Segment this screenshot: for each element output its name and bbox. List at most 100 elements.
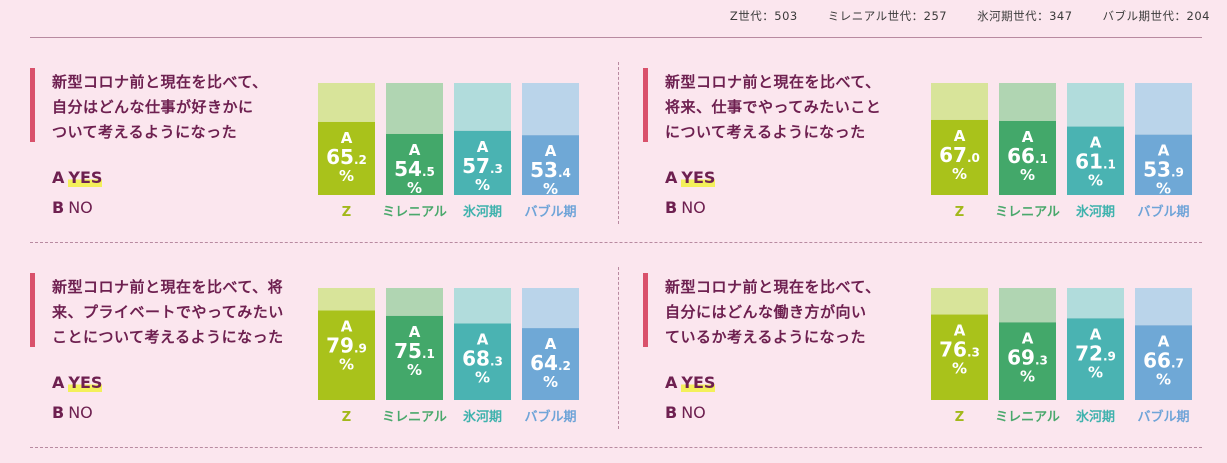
bar-unit-label: % [952,165,967,183]
bar-yes-segment [1135,134,1192,195]
bar-option-letter: A [1158,142,1170,160]
survey-panel: 新型コロナ前と現在を比べて、 自分にはどんな働き方が向い ているか考えるようにな… [643,273,1213,433]
question-accent-bar [643,68,648,142]
bar-option-letter: A [1022,128,1034,146]
bar-no-segment [1067,83,1124,127]
bar-no-segment [386,83,443,134]
bar-no-segment [931,288,988,315]
bar-option-letter: A [954,127,966,145]
bar-yes-segment [1135,325,1192,400]
bar-yes-segment [386,133,443,195]
bar-value-label: 72.9 [1075,341,1116,365]
bar-value-label: 64.2 [530,351,571,375]
survey-panel: 新型コロナ前と現在を比べて、将 来、プライベートでやってみたい ことについて考え… [30,273,600,433]
category-label: 氷河期 [463,204,502,220]
row-divider [30,242,1202,243]
bar-option-letter: A [341,129,353,147]
sample-size-z: Z世代：503 [729,9,798,23]
bar-yes-segment [454,323,511,400]
option-b: B NO [665,198,706,217]
category-label: ミレニアル [382,410,447,425]
bar-value-label: 54.5 [394,157,435,181]
bar-yes-segment [522,328,579,400]
category-label: バブル期 [1137,204,1189,220]
question-text: 新型コロナ前と現在を比べて、 自分はどんな仕事が好きかに ついて考えるようになっ… [52,73,268,141]
bar-yes-segment [999,322,1056,400]
option-b: B NO [52,198,93,217]
option-a: A YES [665,168,716,187]
question-accent-bar [30,68,35,142]
question-text: 新型コロナ前と現在を比べて、 将来、仕事でやってみたいこと について考えるように… [665,73,882,141]
sample-size-ice-age: 氷河期世代：347 [977,9,1073,23]
bar-value-label: 69.3 [1007,345,1048,369]
category-label: バブル期 [1137,409,1189,425]
bar-unit-label: % [407,361,422,379]
category-label: Z [342,205,351,220]
sample-size-legend: Z世代：503 ミレニアル世代：257 氷河期世代：347 バブル期世代：204 [0,8,1210,24]
bar-unit-label: % [475,176,490,194]
category-label: 氷河期 [1076,409,1115,425]
bar-unit-label: % [1020,166,1035,184]
bar-unit-label: % [543,373,558,391]
bar-no-segment [454,288,511,324]
option-b: B NO [665,403,706,422]
bar-value-label: 61.1 [1075,150,1116,174]
bar-value-label: 68.3 [462,347,503,371]
bar-option-letter: A [409,323,421,341]
bar-value-label: 67.0 [939,143,980,167]
bar-yes-segment [318,310,375,400]
bar-unit-label: % [952,360,967,378]
bar-unit-label: % [1156,370,1171,388]
bar-value-label: 75.1 [394,339,435,363]
bar-no-segment [1135,83,1192,135]
bar-option-letter: A [477,138,489,156]
option-b: B NO [52,403,93,422]
bar-value-label: 76.3 [939,338,980,362]
bar-yes-segment [1067,318,1124,400]
bar-no-segment [318,83,375,122]
question-accent-bar [643,273,648,347]
bar-value-label: 57.3 [462,154,503,178]
option-a: A YES [52,168,103,187]
category-label: バブル期 [524,204,576,220]
column-divider-bottom [618,267,619,429]
category-label: 氷河期 [1076,204,1115,220]
bar-option-letter: A [1090,134,1102,152]
bar-option-letter: A [341,318,353,336]
sample-size-bubble: バブル期世代：204 [1102,9,1210,23]
bar-yes-segment [1067,126,1124,195]
question-text: 新型コロナ前と現在を比べて、将 来、プライベートでやってみたい ことについて考え… [52,278,284,346]
category-label: ミレニアル [382,205,447,220]
question-accent-bar [30,273,35,347]
bar-no-segment [999,83,1056,121]
category-label: Z [955,410,964,425]
bar-unit-label: % [543,180,558,198]
bar-yes-segment [318,121,375,195]
bar-no-segment [522,83,579,136]
bar-yes-segment [522,135,579,195]
sample-size-millennial: ミレニアル世代：257 [827,9,948,23]
bar-no-segment [522,288,579,329]
bar-no-segment [999,288,1056,323]
bar-option-letter: A [477,331,489,349]
bar-yes-segment [454,130,511,195]
bar-unit-label: % [407,179,422,197]
bar-value-label: 66.7 [1143,348,1184,372]
bar-yes-segment [931,119,988,195]
bar-value-label: 79.9 [326,334,367,358]
category-label: Z [955,205,964,220]
column-divider-top [618,62,619,224]
option-a: A YES [52,373,103,392]
category-label: 氷河期 [463,409,502,425]
bar-unit-label: % [1156,180,1171,198]
bar-option-letter: A [545,142,557,160]
bar-value-label: 53.4 [530,158,571,182]
bar-no-segment [1067,288,1124,319]
bar-no-segment [386,288,443,316]
category-label: ミレニアル [995,205,1060,220]
bar-option-letter: A [1090,325,1102,343]
category-label: ミレニアル [995,410,1060,425]
